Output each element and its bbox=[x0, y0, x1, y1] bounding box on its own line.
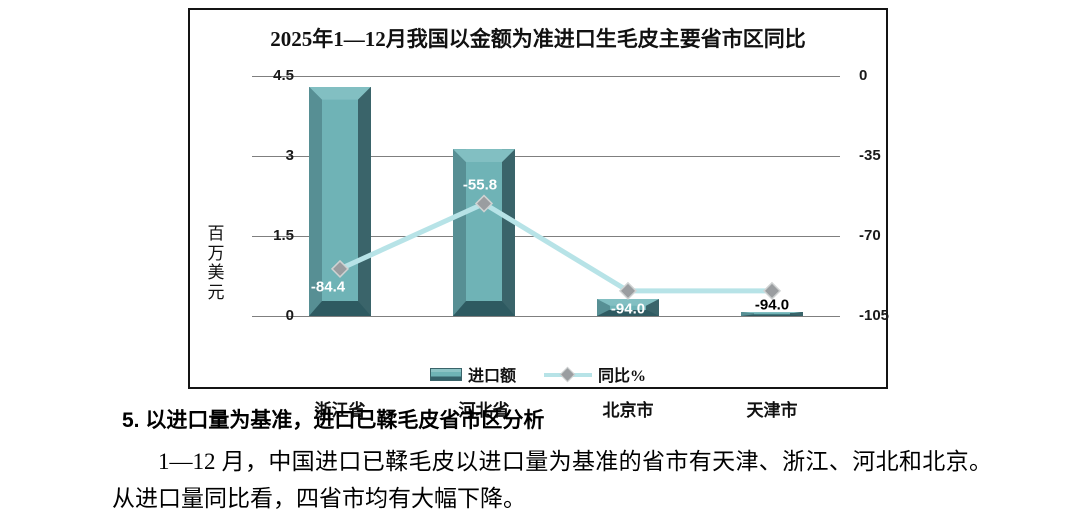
data-point-label: -55.8 bbox=[462, 176, 498, 194]
bar-河北省 bbox=[453, 149, 515, 316]
chart-title: 2025年1—12月我国以金额为准进口生毛皮主要省市区同比 bbox=[270, 27, 806, 51]
axis-right-tick: -35 bbox=[859, 147, 881, 164]
chart-frame: 2025年1—12月我国以金额为准进口生毛皮主要省市区同比 百万美元 4.5 0 3… bbox=[188, 8, 889, 420]
category-label: 河北省 bbox=[458, 401, 510, 420]
bar-series-swatch bbox=[429, 367, 462, 381]
diamond-marker-icon bbox=[618, 281, 638, 300]
section-heading: 5. 以进口量为基准，进口已鞣毛皮省市区分析 bbox=[122, 409, 545, 432]
y-axis-title: 百万美元 bbox=[207, 224, 225, 302]
diamond-marker-icon bbox=[762, 281, 782, 300]
line-series-swatch bbox=[544, 366, 592, 382]
axis-left-tick: 4.5 bbox=[273, 67, 294, 84]
axis-left-tick: 3 bbox=[285, 147, 294, 164]
chart-legend: 进口额 同比% bbox=[190, 362, 886, 386]
plot-area: 4.5 0 3 -35 1.5 -70 0 -105 浙江省 河北省 北京市 天津市 -84.4 -55.… bbox=[252, 67, 889, 420]
legend-item-bar: 进口额 bbox=[429, 362, 516, 386]
section-body-paragraph: 1—12 月，中国进口已鞣毛皮以进口量为基准的省市有天津、浙江、河北和北京。从进… bbox=[112, 449, 992, 511]
legend-label-bar: 进口额 bbox=[467, 368, 516, 385]
bar-北京市 bbox=[597, 298, 659, 316]
axis-right-tick: -105 bbox=[859, 307, 890, 324]
diamond-marker-icon bbox=[474, 194, 494, 213]
data-point-label: -94.0 bbox=[610, 300, 646, 318]
legend-item-line: 同比% bbox=[544, 362, 646, 386]
data-point-label: -94.0 bbox=[754, 296, 790, 314]
gridline bbox=[252, 236, 840, 237]
line-series bbox=[330, 194, 782, 300]
gridline bbox=[252, 156, 840, 157]
bar-天津市 bbox=[741, 311, 803, 316]
diamond-marker-icon bbox=[559, 366, 576, 382]
gridline bbox=[252, 76, 840, 77]
category-label: 天津市 bbox=[746, 401, 798, 420]
axis-right-tick: -70 bbox=[859, 227, 881, 244]
category-label: 北京市 bbox=[602, 401, 654, 420]
legend-label-line: 同比% bbox=[598, 368, 647, 385]
gridline bbox=[252, 316, 840, 317]
axis-left-tick: 0 bbox=[285, 307, 294, 324]
data-point-label: -84.4 bbox=[310, 278, 346, 296]
text-section: 5. 以进口量为基准，进口已鞣毛皮省市区分析 1—12 月，中国进口已鞣毛皮以进… bbox=[112, 404, 992, 517]
axis-right-tick: 0 bbox=[859, 67, 868, 84]
category-label: 浙江省 bbox=[314, 401, 366, 420]
axis-left-tick: 1.5 bbox=[273, 227, 294, 244]
diamond-marker-icon bbox=[330, 259, 350, 278]
